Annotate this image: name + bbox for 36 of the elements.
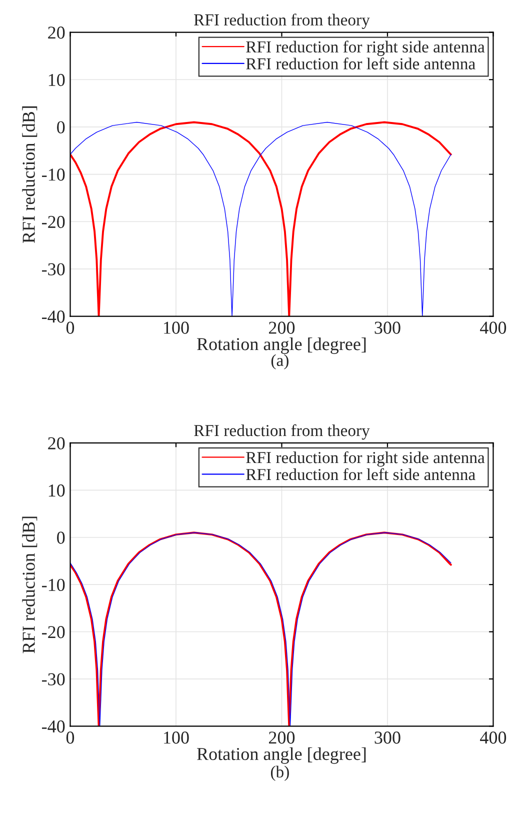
- y-tick-label: -30: [42, 673, 65, 686]
- y-tick-label: -40: [42, 310, 65, 323]
- y-tick-label: 0: [57, 532, 65, 544]
- y-tick-label: 10: [48, 484, 65, 497]
- y-tick-label: 0: [57, 121, 65, 134]
- y-tick-label: -20: [42, 216, 65, 228]
- x-tick-label: 0: [66, 322, 74, 334]
- y-tick-label: -10: [42, 578, 65, 592]
- x-tick-label: 300: [374, 322, 400, 334]
- y-tick-label: 10: [48, 74, 65, 86]
- x-tick-label: 300: [374, 732, 400, 744]
- x-tick-label: 100: [164, 322, 189, 334]
- y-tick-label: 20: [48, 437, 65, 450]
- y-axis-title: RFI reduction [dB]: [22, 516, 38, 654]
- y-tick-label: -40: [42, 720, 65, 733]
- legend-label: RFI reduction for right side antenna: [246, 40, 485, 56]
- x-tick-label: 400: [480, 322, 506, 334]
- x-axis-title: Rotation angle [degree]: [197, 747, 366, 764]
- legend-label: RFI reduction for right side antenna: [246, 451, 485, 467]
- chart-title: RFI reduction from theory: [194, 424, 370, 440]
- text: (b): [270, 766, 289, 781]
- y-tick-label: 20: [48, 26, 65, 39]
- legend-label: RFI reduction for left side antenna: [246, 468, 476, 480]
- chart-title: RFI reduction from theory: [194, 14, 370, 29]
- y-tick-label: -10: [42, 168, 65, 181]
- legend-label: RFI reduction for left side antenna: [246, 58, 476, 70]
- x-tick-label: 400: [480, 732, 506, 744]
- text: (a): [271, 354, 288, 370]
- y-tick-label: -30: [42, 263, 65, 276]
- x-tick-label: 100: [164, 732, 189, 744]
- x-axis-title: Rotation angle [degree]: [197, 338, 366, 354]
- x-tick-label: 0: [66, 732, 74, 744]
- y-tick-label: -20: [42, 626, 65, 638]
- x-tick-label: 200: [268, 732, 295, 744]
- x-tick-label: 200: [268, 322, 295, 334]
- y-axis-title: RFI reduction [dB]: [22, 106, 38, 243]
